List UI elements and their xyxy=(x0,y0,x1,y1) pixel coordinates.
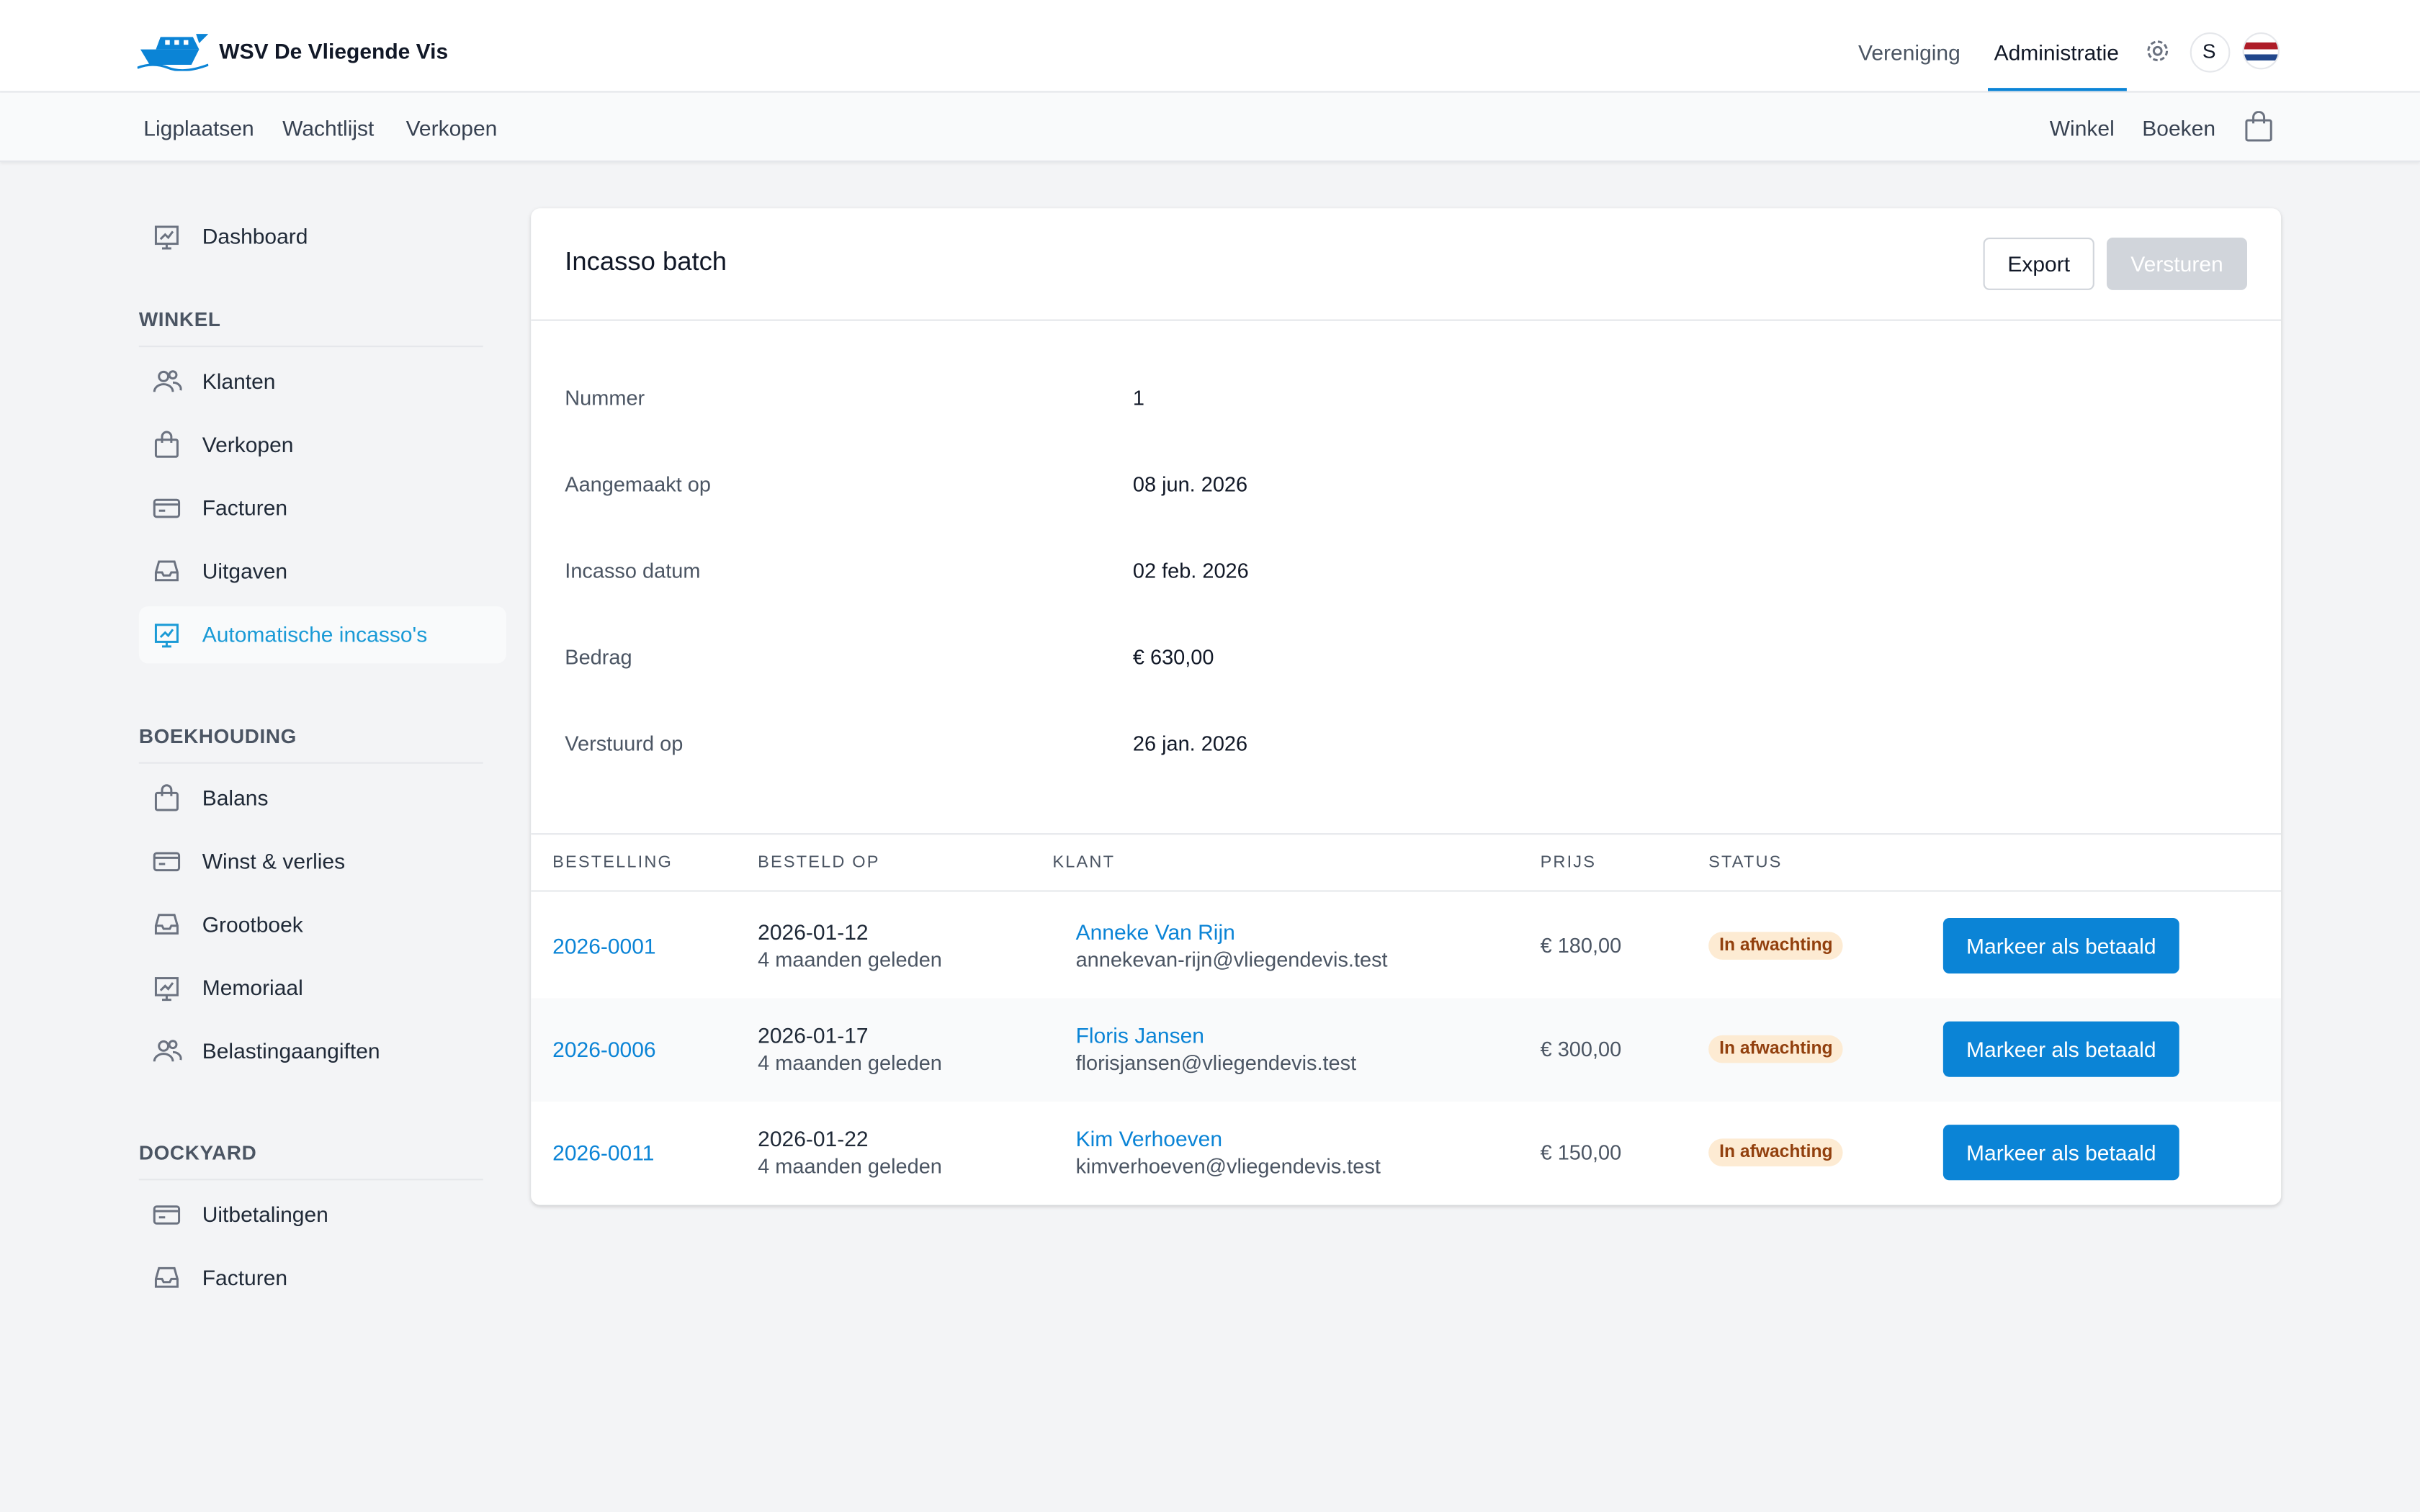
nav-item[interactable]: Facturen xyxy=(202,1265,288,1290)
nav-section-title: DOCKYARD xyxy=(138,1140,257,1164)
detail-label: Bedrag xyxy=(565,645,632,669)
nav-icon xyxy=(154,784,179,811)
detail-label: Verstuurd op xyxy=(565,732,684,755)
price: € 180,00 xyxy=(1540,934,1622,958)
mark-paid-button[interactable]: Markeer als betaald xyxy=(1942,1021,2179,1077)
nav-item[interactable]: Balans xyxy=(202,785,269,810)
nav-item[interactable]: Dashboard xyxy=(202,223,308,248)
detail-value: 08 jun. 2026 xyxy=(1132,472,1248,496)
logo xyxy=(137,34,209,71)
nav-item[interactable]: Facturen xyxy=(202,495,288,521)
table-header xyxy=(531,833,2282,892)
nav-icon xyxy=(153,498,181,518)
price: € 300,00 xyxy=(1540,1038,1622,1061)
panel: Incasso batch Export Versturen Nummer 1 Aange… xyxy=(531,208,2282,1205)
column-header: BESTELD OP xyxy=(758,853,880,872)
detail-label: Incasso datum xyxy=(565,559,701,582)
mark-paid-button[interactable]: Markeer als betaald xyxy=(1942,1125,2179,1181)
order-date: 2026-01-17 xyxy=(758,1022,869,1048)
nav-item[interactable]: Belastingaangiften xyxy=(202,1038,380,1063)
nav-section-title: WINKEL xyxy=(138,307,221,331)
cart-icon[interactable] xyxy=(2244,111,2274,142)
status-badge: In afwachting xyxy=(1708,1138,1844,1166)
section-divider xyxy=(138,1179,483,1181)
active-nav-background xyxy=(138,606,506,664)
nav-icon xyxy=(153,1205,181,1225)
nav-item[interactable]: Klanten xyxy=(202,369,276,394)
user-initial: S xyxy=(2202,39,2216,63)
settings-icon[interactable] xyxy=(2146,39,2170,63)
order-date: 2026-01-22 xyxy=(758,1126,869,1151)
top-nav-item[interactable]: Vereniging xyxy=(1858,40,1960,65)
nav-item[interactable]: Grootboek xyxy=(202,912,303,937)
customer-email: annekevan-rijn@vliegendevis.test xyxy=(1075,948,1388,971)
order-link[interactable]: 2026-0006 xyxy=(552,1037,656,1062)
detail-value: 1 xyxy=(1132,386,1144,410)
nav-icon xyxy=(154,977,179,1002)
customer-link[interactable]: Floris Jansen xyxy=(1075,1022,1204,1048)
panel-title: Incasso batch xyxy=(565,246,727,276)
nav-icon xyxy=(154,431,179,458)
order-date: 2026-01-12 xyxy=(758,919,869,945)
price: € 150,00 xyxy=(1540,1140,1622,1164)
nav-icon xyxy=(153,370,182,392)
top-bar xyxy=(0,0,2420,93)
top-nav-item[interactable]: Administratie xyxy=(1994,40,2119,65)
nav-icon xyxy=(153,852,181,872)
section-divider xyxy=(138,762,483,764)
nav-item[interactable]: Verkopen xyxy=(202,432,294,457)
nav-item[interactable]: Winst & verlies xyxy=(202,848,346,873)
nav-item[interactable]: Uitgaven xyxy=(202,558,288,583)
sub-nav-item[interactable]: Boeken xyxy=(2142,115,2216,140)
detail-value: € 630,00 xyxy=(1132,645,1214,669)
nav-icon xyxy=(154,914,179,935)
nav-icon xyxy=(154,560,179,582)
customer-link[interactable]: Kim Verhoeven xyxy=(1075,1126,1223,1151)
detail-value: 26 jan. 2026 xyxy=(1132,732,1248,755)
order-link[interactable]: 2026-0011 xyxy=(552,1140,655,1165)
order-date-relative: 4 maanden geleden xyxy=(758,1051,942,1075)
brand-name: WSV De Vliegende Vis xyxy=(219,38,449,63)
customer-email: kimverhoeven@vliegendevis.test xyxy=(1075,1154,1381,1179)
column-header: KLANT xyxy=(1052,853,1116,872)
order-link[interactable]: 2026-0001 xyxy=(552,933,656,958)
column-header: PRIJS xyxy=(1540,853,1597,872)
nav-item[interactable]: Uitbetalingen xyxy=(202,1202,328,1227)
active-tab-indicator xyxy=(1988,88,2127,91)
column-header: BESTELLING xyxy=(552,853,673,872)
sub-nav-item[interactable]: Verkopen xyxy=(405,115,498,140)
detail-label: Nummer xyxy=(565,386,645,410)
mark-paid-button[interactable]: Markeer als betaald xyxy=(1942,918,2179,974)
language-flag[interactable] xyxy=(2242,32,2280,70)
nav-icon xyxy=(154,1266,179,1288)
detail-label: Aangemaakt op xyxy=(565,472,711,496)
sub-bar xyxy=(0,92,2420,162)
nav-item[interactable]: Memoriaal xyxy=(202,975,303,1000)
sub-nav-item[interactable]: Wachtlijst xyxy=(282,115,375,140)
status-badge: In afwachting xyxy=(1708,932,1844,960)
section-divider xyxy=(138,346,483,348)
nav-item[interactable]: Automatische incasso's xyxy=(202,621,428,647)
order-date-relative: 4 maanden geleden xyxy=(758,1154,942,1179)
divider xyxy=(531,319,2282,321)
detail-value: 02 feb. 2026 xyxy=(1132,559,1249,582)
nav-section-title: BOEKHOUDING xyxy=(138,724,297,748)
send-button[interactable]: Versturen xyxy=(2107,238,2247,290)
sub-nav-item[interactable]: Winkel xyxy=(2049,115,2115,140)
order-date-relative: 4 maanden geleden xyxy=(758,948,942,971)
export-button[interactable]: Export xyxy=(1983,238,2094,290)
nav-icon xyxy=(154,225,179,250)
avatar[interactable] xyxy=(2190,32,2231,73)
nav-icon xyxy=(154,624,179,648)
customer-email: florisjansen@vliegendevis.test xyxy=(1075,1051,1357,1075)
status-badge: In afwachting xyxy=(1708,1035,1844,1063)
nav-icon xyxy=(153,1040,182,1062)
column-header: STATUS xyxy=(1708,853,1783,872)
customer-link[interactable]: Anneke Van Rijn xyxy=(1075,919,1235,945)
sub-nav-item[interactable]: Ligplaatsen xyxy=(143,115,254,140)
